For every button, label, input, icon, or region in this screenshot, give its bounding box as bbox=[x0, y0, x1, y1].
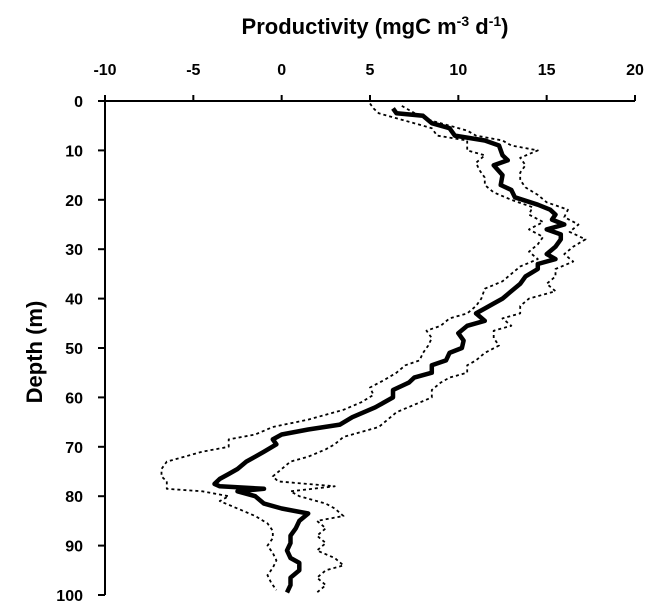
mean-productivity-line bbox=[212, 107, 567, 594]
x-axis-title-sup1: -3 bbox=[457, 13, 470, 29]
y-tick-label: 70 bbox=[65, 440, 83, 457]
x-tick-label: 15 bbox=[538, 62, 556, 79]
x-tick-label: 5 bbox=[366, 62, 375, 79]
x-axis-title-sup2: -1 bbox=[489, 13, 502, 29]
x-axis-title: Productivity (mgC m-3 d-1) bbox=[242, 13, 509, 39]
x-tick-label: -10 bbox=[93, 62, 116, 79]
lower-bound-dotted-line bbox=[160, 102, 544, 591]
y-tick-label: 80 bbox=[65, 489, 83, 506]
y-axis-title: Depth (m) bbox=[22, 301, 47, 404]
y-tick-label: 10 bbox=[65, 143, 83, 160]
x-tick-label: 10 bbox=[449, 62, 467, 79]
x-axis-title-base: Productivity (mgC m bbox=[242, 14, 457, 39]
series-layer bbox=[160, 102, 587, 594]
x-tick-label: 20 bbox=[626, 62, 644, 79]
y-tick-label: 40 bbox=[65, 292, 83, 309]
upper-bound-dotted-line bbox=[271, 105, 587, 594]
y-tick-label: 30 bbox=[65, 242, 83, 259]
y-tick-label: 60 bbox=[65, 390, 83, 407]
y-tick-label: 20 bbox=[65, 193, 83, 210]
y-tick-label: 50 bbox=[65, 341, 83, 358]
x-axis-title-mid: d bbox=[469, 14, 489, 39]
y-tick-label: 0 bbox=[74, 94, 83, 111]
x-tick-label: 0 bbox=[277, 62, 286, 79]
x-axis-title-end: ) bbox=[501, 14, 508, 39]
x-axis-ticks: -10 -5 0 5 10 15 20 bbox=[93, 62, 644, 101]
y-tick-label: 90 bbox=[65, 539, 83, 556]
x-tick-label: -5 bbox=[186, 62, 200, 79]
y-axis-ticks: 0 10 20 30 40 50 60 70 80 90 100 bbox=[56, 94, 105, 603]
y-tick-label: 100 bbox=[56, 588, 83, 603]
